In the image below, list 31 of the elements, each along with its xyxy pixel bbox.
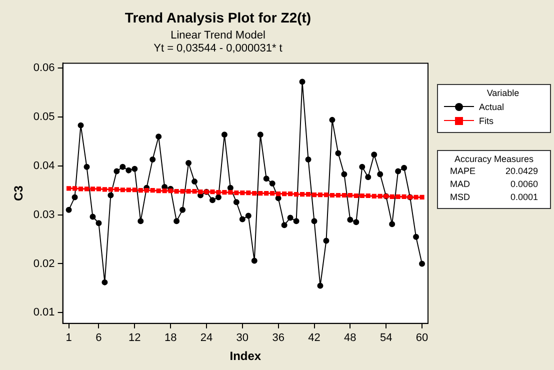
y-tick-label: 0.04 — [33, 160, 55, 172]
text: Accuracy Measures — [453, 154, 535, 164]
x-tick-label: 30 — [236, 332, 249, 344]
chart-subtitle: Linear Trend Model Yt = 0,03544 - 0,000031* t — [154, 29, 282, 55]
chart-title: Trend Analysis Plot for Z2(t) — [124, 9, 312, 26]
y-tick-label: 0.03 — [33, 208, 55, 221]
x-tick-label: 48 — [344, 332, 356, 344]
x-axis-title: Index — [230, 349, 262, 364]
legend-label: Fits — [479, 116, 494, 126]
text: 0.0060 — [510, 179, 538, 191]
x-tick-label: 18 — [164, 332, 177, 344]
x-tick-label: 42 — [308, 332, 320, 344]
y-tick-label: 0.06 — [33, 62, 55, 74]
x-tick-label: 24 — [200, 332, 213, 344]
y-tick-label: 0.02 — [33, 258, 55, 270]
text: MSD — [450, 192, 470, 204]
x-tick-label: 60 — [416, 332, 428, 344]
x-tick-label: 54 — [380, 332, 392, 344]
legend-label: Actual — [479, 102, 504, 112]
x-tick-label: 6 — [96, 332, 102, 344]
x-tick-label: 36 — [272, 332, 284, 344]
text: MAPE — [450, 166, 476, 178]
x-tick-label: 12 — [128, 332, 141, 344]
text: 20.0429 — [505, 166, 538, 178]
x-tick-label: 1 — [66, 332, 72, 344]
legend-title: Variable — [486, 88, 520, 98]
y-tick-label: 0.05 — [33, 111, 55, 124]
text: MAD — [450, 179, 470, 191]
text: 0.0001 — [510, 192, 538, 204]
y-tick-label: 0.01 — [33, 306, 55, 319]
y-axis-title: C3 — [12, 185, 26, 201]
